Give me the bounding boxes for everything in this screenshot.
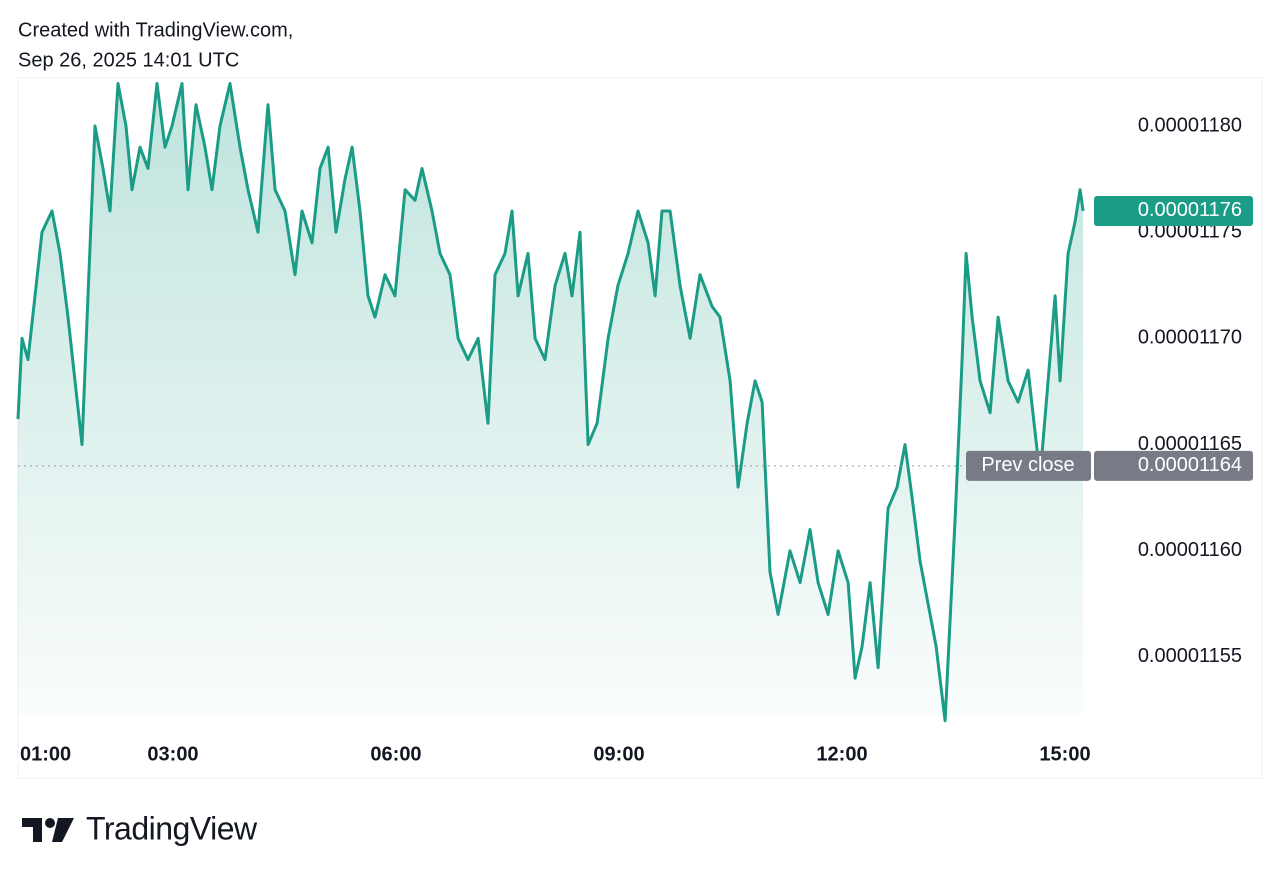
y-tick-label: 0.00001165: [1138, 433, 1242, 455]
last-value-badge: [1094, 195, 1253, 226]
prev-close-value: 0.00001164: [1138, 454, 1242, 476]
chart-title: Created with TradingView.com,: [18, 19, 293, 41]
area-fill: [18, 83, 1084, 721]
prev-close-value-badge: [1094, 450, 1253, 481]
y-tick-label: 0.00001180: [1138, 114, 1242, 136]
prev-close-badge: [966, 450, 1091, 481]
x-tick-label: 03:00: [147, 743, 198, 765]
last-value-label: 0.00001176: [1138, 199, 1242, 221]
chart-subtitle: Sep 26, 2025 14:01 UTC: [18, 49, 239, 71]
y-tick-label: 0.00001175: [1138, 220, 1242, 242]
x-tick-label: 01:00: [20, 743, 71, 765]
brand: TradingView: [86, 810, 258, 846]
x-tick-label: 09:00: [593, 743, 644, 765]
y-tick-label: 0.00001170: [1138, 327, 1242, 349]
price-line: [16, 82, 1085, 723]
prev-close-title: Prev close: [981, 454, 1074, 476]
x-tick-label: 06:00: [370, 743, 421, 765]
x-tick-label: 12:00: [816, 743, 867, 765]
y-tick-label: 0.00001155: [1138, 645, 1242, 667]
logo: TradingView: [22, 810, 258, 846]
y-tick-label: 0.00001160: [1138, 539, 1242, 561]
x-tick-label: 15:00: [1039, 743, 1090, 765]
